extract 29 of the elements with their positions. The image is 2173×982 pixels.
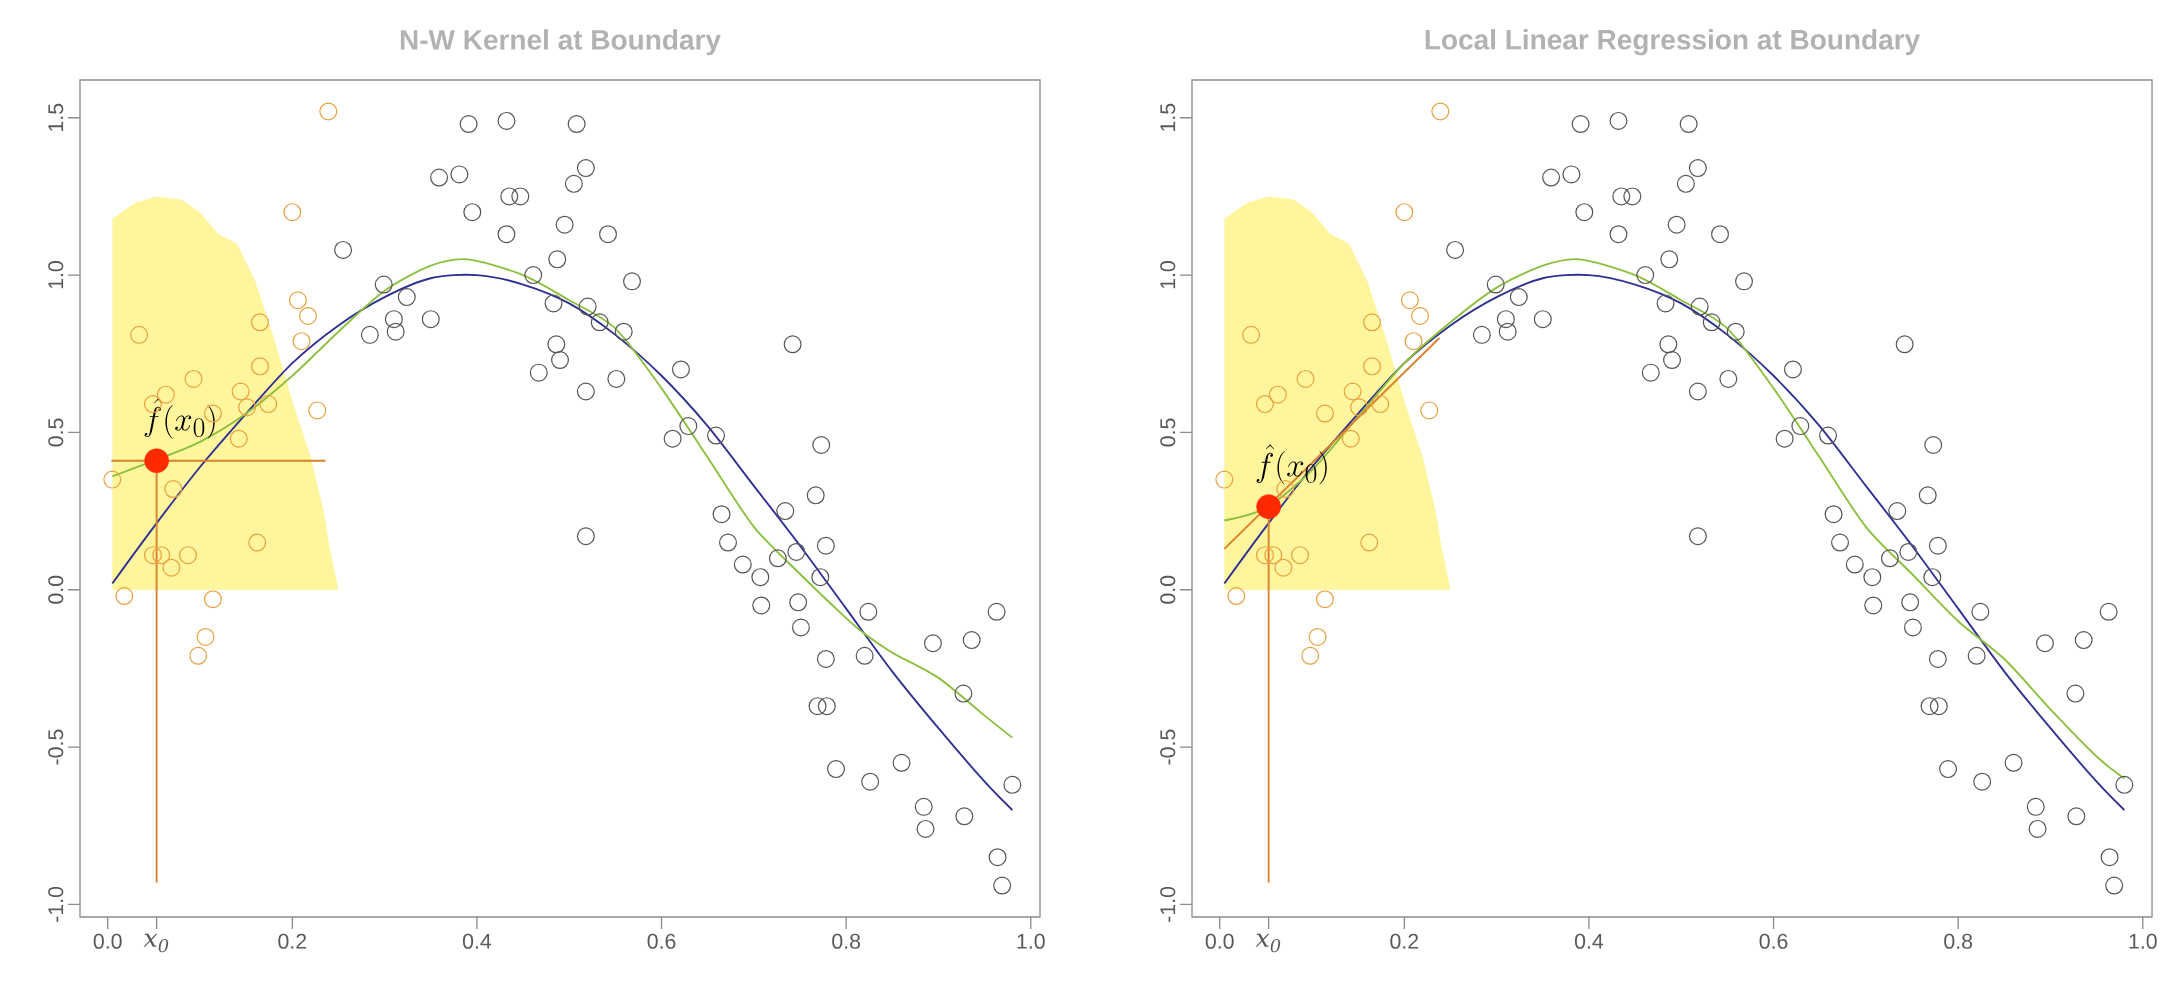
y-tick-label: 1.5 bbox=[1160, 103, 1176, 131]
y-tick-label: 0.5 bbox=[1160, 418, 1176, 447]
x-tick-label: 0.0 bbox=[93, 933, 122, 949]
x-tick-label: 1.0 bbox=[2129, 933, 2157, 949]
y-tick-label: 1.0 bbox=[1160, 261, 1176, 289]
y-tick-label: -0.5 bbox=[1160, 729, 1176, 765]
x-tick-label: 0.6 bbox=[647, 933, 676, 949]
x-tick-label: 0.8 bbox=[832, 933, 861, 949]
y-tick-label: 0.5 bbox=[48, 418, 64, 447]
x-tick-label: x$_{0}$ bbox=[1255, 933, 1281, 953]
x-tick-label: x$_{0}$ bbox=[143, 933, 169, 953]
x-tick-label: 0.8 bbox=[1944, 933, 1973, 949]
y-tick-label: 0.0 bbox=[1160, 575, 1176, 604]
x-tick-label: 1.0 bbox=[1017, 933, 1045, 949]
x-tick-label: 0.6 bbox=[1759, 933, 1788, 949]
chart-title: N-W Kernel at Boundary bbox=[400, 29, 721, 56]
x-tick-label: 0.2 bbox=[278, 933, 307, 949]
y-tick-label: 1.0 bbox=[48, 261, 64, 289]
x-tick-label: 0.0 bbox=[1205, 933, 1234, 949]
x-tick-label: 0.4 bbox=[462, 933, 492, 949]
chart-title: Local Linear Regression at Boundary bbox=[1425, 29, 1921, 56]
y-tick-label: -1.0 bbox=[48, 886, 64, 922]
x-tick-label: 0.2 bbox=[1390, 933, 1419, 949]
y-tick-label: -1.0 bbox=[1160, 886, 1176, 922]
y-tick-label: 0.0 bbox=[48, 575, 64, 604]
y-tick-label: 1.5 bbox=[48, 103, 64, 131]
annotation: $\hat{f}(x_0)$ bbox=[144, 398, 215, 439]
x-tick-label: 0.4 bbox=[1574, 933, 1604, 949]
y-tick-label: -0.5 bbox=[48, 729, 64, 765]
